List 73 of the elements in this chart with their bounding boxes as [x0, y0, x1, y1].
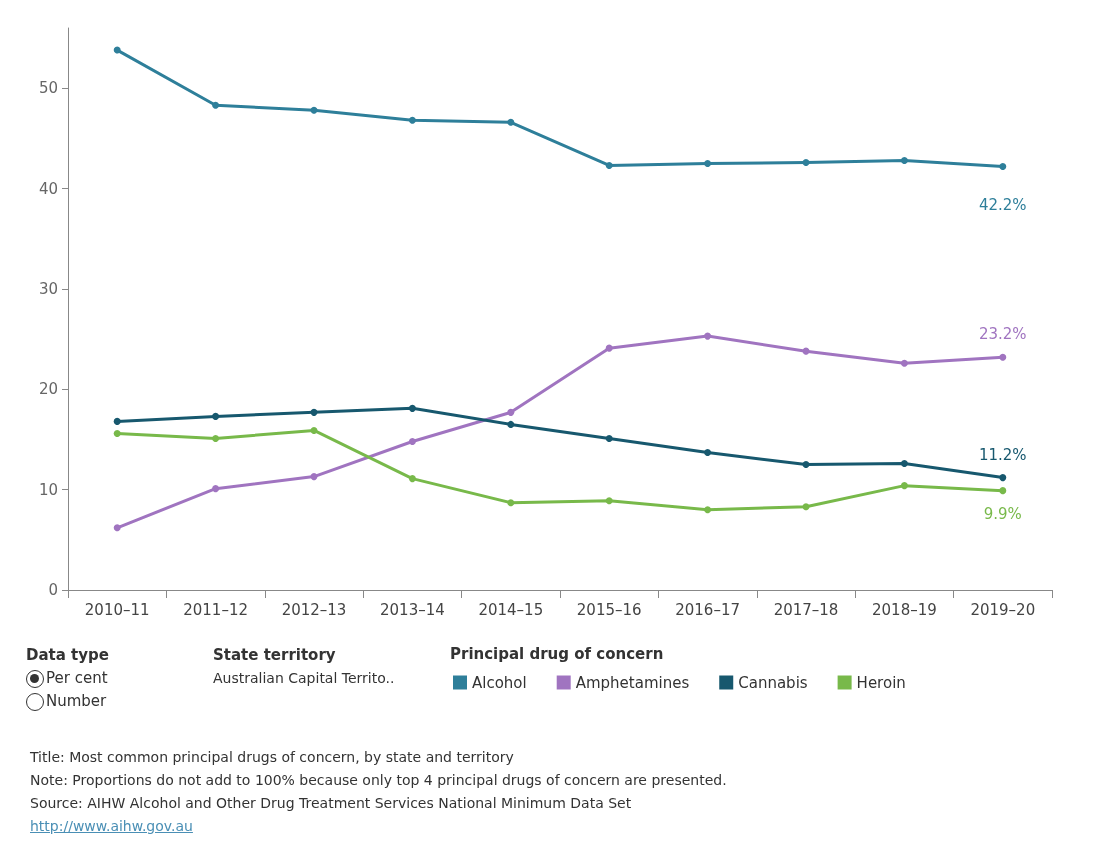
- legend-label: Cannabis: [738, 673, 808, 692]
- text: Title: Most common principal drugs of concern, by state and territory: [30, 748, 515, 767]
- point: [999, 474, 1007, 482]
- point: [212, 412, 220, 420]
- x-tick-label: 2019–20: [970, 600, 1036, 619]
- point: [310, 106, 318, 114]
- x-tick-label: 2015–16: [576, 600, 642, 619]
- point: [507, 499, 515, 507]
- point: [310, 426, 318, 434]
- x-tick-label: 2013–14: [380, 600, 445, 619]
- legend-label: Alcohol: [472, 673, 527, 692]
- x-tick-label: 2010–11: [84, 600, 150, 619]
- legend-label: Amphetamines: [575, 673, 690, 692]
- x-tick-label: 2012–13: [281, 600, 347, 619]
- point: [113, 46, 121, 54]
- point: [113, 429, 121, 437]
- point: [802, 503, 810, 511]
- y-tick-label: 50: [38, 79, 58, 98]
- point: [408, 404, 416, 412]
- text: Note: Proportions do not add to 100% because only top 4 principal drugs of concern are presented.: [30, 771, 727, 790]
- point: [802, 461, 810, 469]
- point: [507, 408, 515, 416]
- text: http://www.aihw.gov.au: [30, 817, 194, 836]
- text: Data type: [26, 645, 109, 666]
- legend-title: Principal drug of concern: [450, 644, 664, 663]
- point: [900, 460, 908, 468]
- point: [408, 116, 416, 124]
- point: [212, 485, 220, 493]
- point: [704, 332, 712, 340]
- point: [408, 437, 416, 445]
- y-tick-label: 40: [38, 179, 58, 198]
- source-note: Source: AIHW Alcohol and Other Drug Treatment Services National Minimum Data Set: [30, 794, 633, 813]
- y-tick-label: 30: [38, 279, 58, 298]
- point: [605, 161, 613, 169]
- x-tick-label: 2011–12: [183, 600, 248, 619]
- point: [605, 497, 613, 505]
- data-label: 23.2%: [978, 325, 1027, 344]
- x-tick-label: 2014–15: [478, 600, 544, 619]
- point: [408, 475, 416, 483]
- point: [212, 434, 220, 442]
- y-tick-label: 10: [38, 480, 58, 499]
- point: [704, 449, 712, 457]
- text: State territory: [213, 645, 337, 666]
- text: Per cent: [46, 669, 108, 687]
- point: [310, 473, 318, 481]
- y-tick-label: 0: [48, 581, 58, 599]
- point: [900, 482, 908, 490]
- x-tick-label: 2017–18: [773, 600, 839, 619]
- point: [900, 359, 908, 367]
- point: [704, 506, 712, 514]
- text: Australian Capital Territo..: [213, 669, 395, 688]
- point: [507, 118, 515, 126]
- point: [704, 159, 712, 167]
- point: [310, 408, 318, 416]
- text: Number: [46, 692, 107, 710]
- point: [999, 353, 1007, 361]
- point: [802, 158, 810, 166]
- data-label: 11.2%: [978, 445, 1027, 464]
- legend-label: Heroin: [856, 673, 906, 692]
- point: [113, 524, 121, 532]
- x-tick-label: 2016–17: [675, 600, 740, 619]
- y-tick-label: 20: [38, 380, 58, 399]
- point: [507, 420, 515, 428]
- point: [900, 156, 908, 164]
- data-label: 9.9%: [983, 504, 1022, 523]
- data-label: 42.2%: [978, 196, 1027, 215]
- point: [212, 101, 220, 109]
- point: [605, 344, 613, 352]
- point: [605, 434, 613, 442]
- x-tick-label: 2018–19: [872, 600, 937, 619]
- point: [999, 162, 1007, 170]
- point: [999, 487, 1007, 495]
- point: [113, 417, 121, 425]
